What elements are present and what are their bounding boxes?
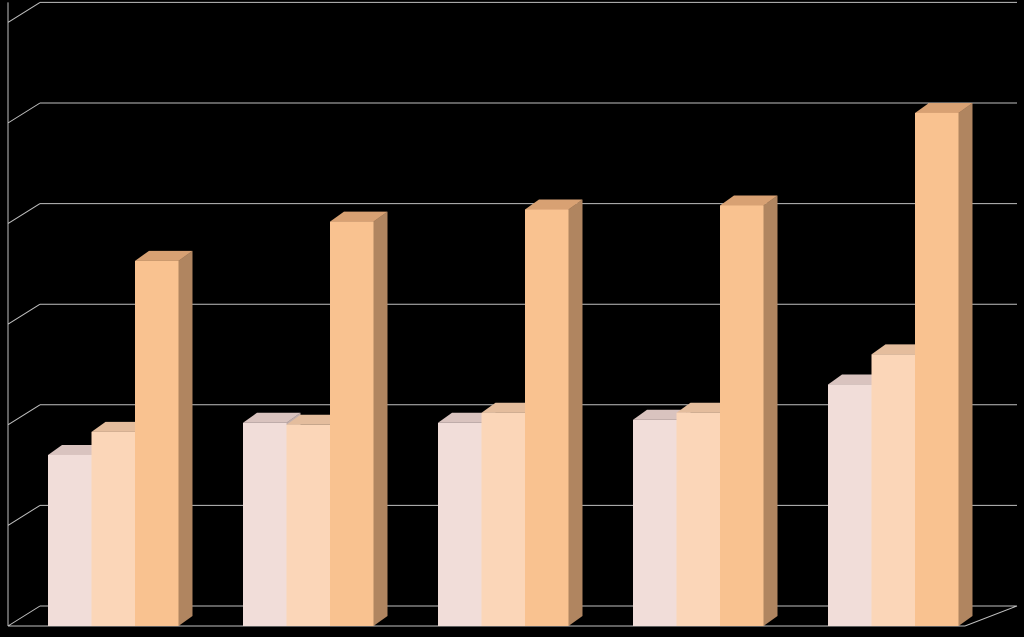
bar (330, 211, 388, 626)
bar-side (373, 211, 388, 626)
bar-side (763, 195, 778, 626)
bar-front (286, 424, 330, 626)
gridline-depth (7, 605, 41, 627)
bar-front (91, 431, 135, 626)
bar-top (676, 402, 734, 413)
bar-top (48, 444, 106, 455)
bar-side (178, 250, 193, 626)
bar-front (135, 260, 179, 626)
bar-front (438, 422, 482, 626)
bar-front (871, 354, 915, 626)
bar-front (720, 205, 764, 626)
bar-top (720, 195, 778, 206)
bar-top (330, 211, 388, 222)
bar-top (438, 412, 496, 423)
bar-top (871, 344, 929, 355)
gridline-depth (7, 303, 41, 325)
gridline-depth (7, 404, 41, 426)
bar-top (915, 102, 973, 113)
bar-front (243, 422, 287, 626)
bar-side (958, 102, 973, 626)
bar-top (243, 412, 301, 423)
bar-top (828, 374, 886, 385)
bar-top (525, 199, 583, 210)
bar-front (915, 112, 959, 626)
floor-depth-edge (964, 605, 1018, 627)
bar (525, 199, 583, 627)
gridline-depth (7, 102, 41, 124)
bar-front (48, 454, 92, 626)
bar-front (828, 384, 872, 626)
bar-top (481, 402, 539, 413)
bar-top (633, 409, 691, 420)
bar-front (633, 419, 677, 626)
bar-front (525, 209, 569, 627)
bar-front (330, 221, 374, 626)
bar-front (481, 412, 525, 626)
bar-series (48, 102, 973, 627)
bar-top (135, 250, 193, 261)
gridline-depth (7, 1, 41, 23)
bar-top (286, 414, 344, 425)
bar (720, 195, 778, 626)
bar-side (568, 199, 583, 627)
bar-front (676, 412, 720, 626)
bar (135, 250, 193, 626)
gridline-depth (7, 203, 41, 225)
bar (915, 102, 973, 626)
bar-top (91, 421, 149, 432)
gridline-depth (7, 504, 41, 526)
